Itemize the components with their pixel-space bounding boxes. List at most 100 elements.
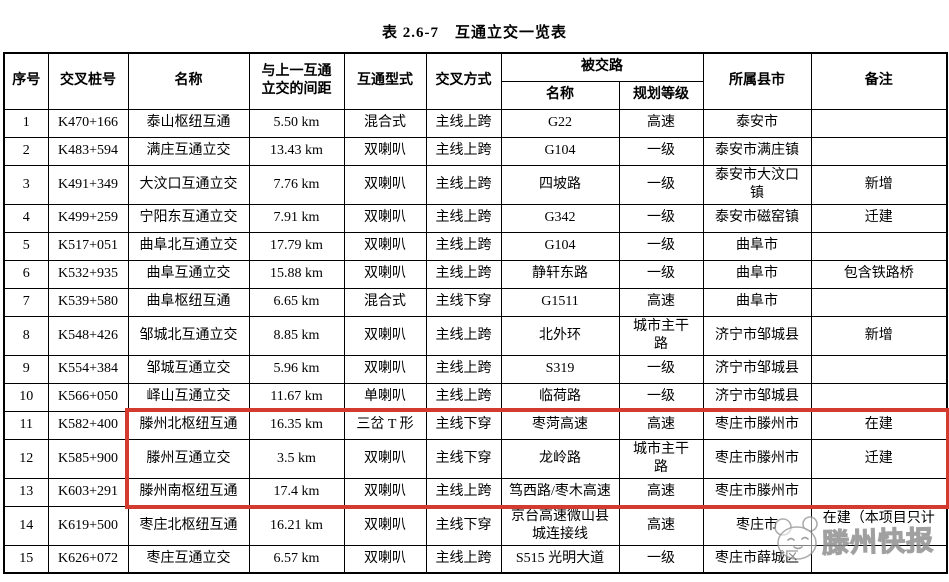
cell-station: K499+259 — [47, 203, 129, 233]
cell-remark: 新增 — [810, 164, 948, 205]
cell-spacing: 17.79 km — [248, 231, 345, 261]
cell-seq: 10 — [3, 382, 49, 412]
cell-station: K517+051 — [47, 231, 129, 261]
cell-crossing: 主线上跨 — [425, 136, 502, 166]
table-row: 5 K517+051 曲阜北互通立交 17.79 km 双喇叭 主线上跨 G104 一级 曲阜市 — [3, 231, 948, 261]
cell-road-name: G22 — [500, 108, 620, 138]
header-remark: 备注 — [810, 52, 948, 110]
cell-type: 混合式 — [343, 108, 427, 138]
cell-county: 枣庄市 — [702, 505, 812, 546]
cell-name: 大汶口互通立交 — [127, 164, 250, 205]
cell-seq: 12 — [3, 438, 49, 479]
cell-county: 枣庄市滕州市 — [702, 477, 812, 507]
cell-remark: 包含铁路桥 — [810, 259, 948, 289]
table-header: 序号 交叉桩号 名称 与上一互通立交的间距 互通型式 交叉方式 被交路 所属县市… — [3, 52, 948, 110]
cell-crossing: 主线上跨 — [425, 231, 502, 261]
cell-seq: 3 — [3, 164, 49, 205]
table-row: 13 K603+291 滕州南枢纽互通 17.4 km 双喇叭 主线上跨 笃西路/枣木高速高… — [3, 477, 948, 507]
cell-county: 泰安市 — [702, 108, 812, 138]
header-crossed-road: 被交路 — [500, 52, 704, 82]
cell-road-grade: 高速 — [618, 505, 704, 546]
cell-remark — [810, 544, 948, 574]
cell-spacing: 15.88 km — [248, 259, 345, 289]
table-row: 7 K539+580 曲阜枢纽互通 6.65 km 混合式 主线下穿 G1511 高速 曲阜市 — [3, 287, 948, 317]
cell-station: K554+384 — [47, 354, 129, 384]
cell-type: 混合式 — [343, 287, 427, 317]
cell-county: 泰安市大汶口镇 — [702, 164, 812, 205]
cell-type: 双喇叭 — [343, 505, 427, 546]
cell-seq: 9 — [3, 354, 49, 384]
header-crossed-grade: 规划等级 — [618, 80, 704, 110]
cell-road-name: G104 — [500, 231, 620, 261]
cell-name: 曲阜枢纽互通 — [127, 287, 250, 317]
cell-type: 双喇叭 — [343, 203, 427, 233]
cell-name: 邹城北互通立交 — [127, 315, 250, 356]
cell-seq: 13 — [3, 477, 49, 507]
cell-county: 枣庄市滕州市 — [702, 410, 812, 440]
cell-station: K585+900 — [47, 438, 129, 479]
cell-road-name: 临荷路 — [500, 382, 620, 412]
cell-type: 双喇叭 — [343, 544, 427, 574]
cell-seq: 8 — [3, 315, 49, 356]
cell-seq: 15 — [3, 544, 49, 574]
cell-crossing: 主线上跨 — [425, 354, 502, 384]
cell-type: 双喇叭 — [343, 477, 427, 507]
cell-station: K483+594 — [47, 136, 129, 166]
cell-road-grade: 一级 — [618, 136, 704, 166]
cell-crossing: 主线下穿 — [425, 410, 502, 440]
cell-road-grade: 高速 — [618, 287, 704, 317]
cell-remark: 新增 — [810, 315, 948, 356]
cell-name: 枣庄互通立交 — [127, 544, 250, 574]
header-crossed-name: 名称 — [500, 80, 620, 110]
cell-name: 泰山枢纽互通 — [127, 108, 250, 138]
cell-road-name: 京台高速微山县城连接线 — [500, 505, 620, 546]
cell-crossing: 主线上跨 — [425, 544, 502, 574]
cell-remark — [810, 354, 948, 384]
table-row: 8 K548+426 邹城北互通立交 8.85 km 双喇叭 主线上跨 北外环 城市主干路 济宁… — [3, 315, 948, 356]
table-row: 10 K566+050 峄山互通立交 11.67 km 单喇叭 主线上跨 临荷路 一级 济宁市邹… — [3, 382, 948, 412]
cell-county: 曲阜市 — [702, 231, 812, 261]
cell-spacing: 13.43 km — [248, 136, 345, 166]
table-row: 15 K626+072 枣庄互通立交 6.57 km 双喇叭 主线上跨 S515 光明大道一… — [3, 544, 948, 574]
cell-spacing: 16.21 km — [248, 505, 345, 546]
cell-county: 曲阜市 — [702, 259, 812, 289]
cell-road-grade: 一级 — [618, 231, 704, 261]
cell-road-grade: 高速 — [618, 477, 704, 507]
cell-remark: 在建 — [810, 410, 948, 440]
cell-seq: 6 — [3, 259, 49, 289]
cell-crossing: 主线上跨 — [425, 477, 502, 507]
cell-road-name: 北外环 — [500, 315, 620, 356]
table-row: 1 K470+166 泰山枢纽互通 5.50 km 混合式 主线上跨 G22 高速 泰安市 — [3, 108, 948, 138]
cell-remark — [810, 136, 948, 166]
cell-station: K626+072 — [47, 544, 129, 574]
cell-road-name: G104 — [500, 136, 620, 166]
cell-crossing: 主线下穿 — [425, 505, 502, 546]
cell-seq: 2 — [3, 136, 49, 166]
cell-station: K582+400 — [47, 410, 129, 440]
cell-spacing: 3.5 km — [248, 438, 345, 479]
cell-county: 济宁市邹城县 — [702, 315, 812, 356]
cell-name: 峄山互通立交 — [127, 382, 250, 412]
cell-type: 双喇叭 — [343, 438, 427, 479]
cell-type: 单喇叭 — [343, 382, 427, 412]
cell-crossing: 主线上跨 — [425, 203, 502, 233]
cell-type: 双喇叭 — [343, 164, 427, 205]
cell-road-grade: 一级 — [618, 164, 704, 205]
cell-type: 双喇叭 — [343, 259, 427, 289]
cell-spacing: 6.57 km — [248, 544, 345, 574]
cell-road-grade: 一级 — [618, 259, 704, 289]
cell-crossing: 主线上跨 — [425, 382, 502, 412]
table-row: 3 K491+349 大汶口互通立交 7.76 km 双喇叭 主线上跨 四坡路 一级 泰安市大汶… — [3, 164, 948, 205]
interchange-table: 序号 交叉桩号 名称 与上一互通立交的间距 互通型式 交叉方式 被交路 所属县市… — [3, 52, 948, 574]
table-row: 14 K619+500 枣庄北枢纽互通 16.21 km 双喇叭 主线下穿 京台高速微山县城… — [3, 505, 948, 546]
cell-spacing: 6.65 km — [248, 287, 345, 317]
cell-road-name: G1511 — [500, 287, 620, 317]
cell-seq: 14 — [3, 505, 49, 546]
cell-road-grade: 一级 — [618, 382, 704, 412]
cell-seq: 1 — [3, 108, 49, 138]
cell-crossing: 主线下穿 — [425, 287, 502, 317]
cell-type: 双喇叭 — [343, 136, 427, 166]
cell-crossing: 主线上跨 — [425, 259, 502, 289]
cell-spacing: 7.91 km — [248, 203, 345, 233]
table-row: 6 K532+935 曲阜互通立交 15.88 km 双喇叭 主线上跨 静轩东路 一级 曲阜市包… — [3, 259, 948, 289]
